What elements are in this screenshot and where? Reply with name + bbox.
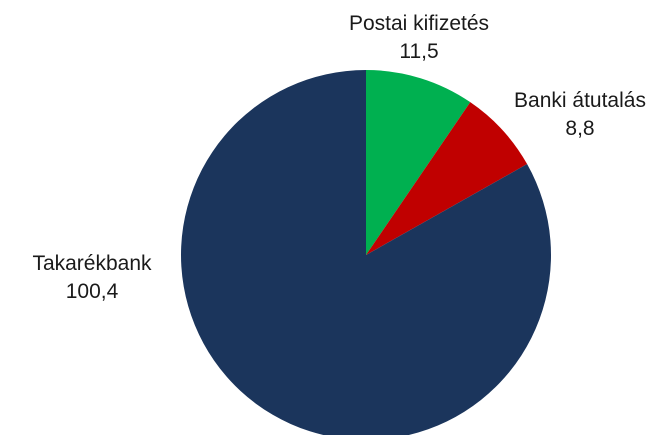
pie-slice-takarekbank [181,70,551,435]
slice-label-takarekbank-value: 100,4 [66,280,119,303]
slice-label-takarekbank: Takarékbank 100,4 [32,252,152,303]
slice-label-banki-value: 8,8 [565,117,594,140]
pie-slice-banki [366,102,528,255]
pie-slice-postai [366,70,471,255]
slice-label-postai: Postai kifizetés 11,5 [349,12,489,63]
slice-label-takarekbank-name: Takarékbank [32,252,152,275]
slice-label-banki-name: Banki átutalás [514,89,646,112]
slice-label-banki: Banki átutalás 8,8 [514,89,646,140]
pie-slices [181,70,551,435]
slice-label-postai-value: 11,5 [399,40,438,63]
slice-label-postai-name: Postai kifizetés [349,12,489,35]
